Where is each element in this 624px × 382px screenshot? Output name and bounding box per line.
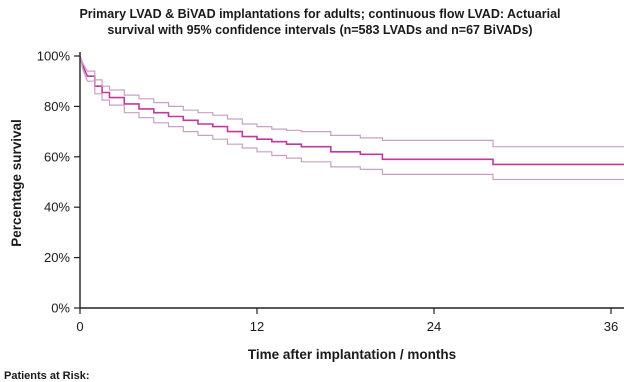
x-tick-label: 12: [250, 319, 264, 334]
y-tick-label: 0%: [51, 301, 70, 316]
x-axis-title: Time after implantation / months: [248, 347, 456, 362]
x-tick-label: 24: [427, 319, 441, 334]
ci-upper-line: [79, 55, 624, 148]
y-tick-label: 80%: [44, 99, 70, 114]
chart-title-line-2: survival with 95% confidence intervals (…: [107, 23, 533, 37]
y-tick-label: 60%: [44, 149, 70, 164]
chart-title: Primary LVAD & BiVAD implantations for a…: [0, 6, 624, 38]
patients-at-risk-label: Patients at Risk:: [4, 370, 90, 382]
x-tick-label: 0: [76, 319, 83, 334]
axes-layer: 0% 20% 40% 60% 80% 100% 0 12 24 36: [37, 49, 624, 334]
y-tick-label: 40%: [44, 200, 70, 215]
series-layer: [79, 55, 624, 181]
y-tick-label: 20%: [44, 250, 70, 265]
chart-title-line-1: Primary LVAD & BiVAD implantations for a…: [79, 7, 561, 21]
x-tick-label: 36: [604, 319, 618, 334]
survival-estimate-line: [79, 55, 624, 166]
y-axis-title: Percentage survival: [9, 119, 24, 247]
ci-lower-line: [79, 55, 624, 181]
y-tick-label: 100%: [37, 49, 71, 64]
